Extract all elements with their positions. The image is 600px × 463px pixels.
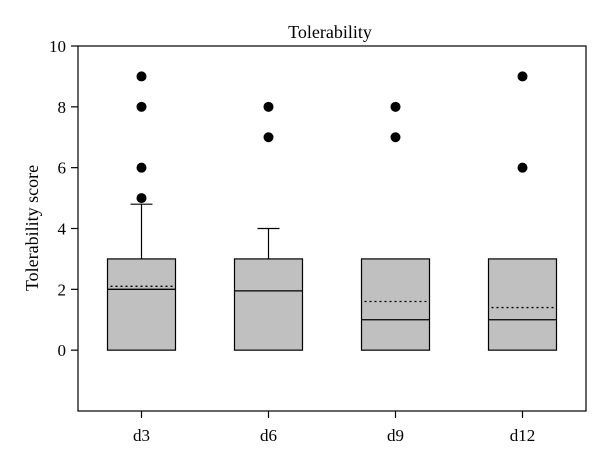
- y-tick-label-10: 10: [49, 37, 66, 56]
- y-tick-label-2: 2: [58, 280, 67, 299]
- y-tick-label-8: 8: [58, 98, 67, 117]
- plot-frame: [77, 45, 587, 412]
- y-axis-label: Tolerability score: [22, 165, 42, 291]
- outlier-point-d3: [136, 193, 147, 204]
- outlier-point-d12: [517, 162, 528, 173]
- x-tick-label-d12: d12: [510, 426, 536, 445]
- outlier-point-d9: [390, 132, 401, 143]
- chart-title: Tolerability: [288, 22, 372, 42]
- x-tick-label-d3: d3: [133, 426, 150, 445]
- outlier-point-d9: [390, 101, 401, 112]
- outlier-point-d6: [263, 132, 274, 143]
- outlier-point-d3: [136, 162, 147, 173]
- box-d12: [487, 258, 558, 351]
- x-tick-label-d6: d6: [260, 426, 277, 445]
- box-d6: [233, 258, 304, 351]
- outlier-point-d3: [136, 71, 147, 82]
- box-d3: [106, 258, 177, 351]
- y-tick-label-4: 4: [58, 220, 67, 239]
- x-tick-label-d9: d9: [387, 426, 404, 445]
- y-tick-label-6: 6: [58, 159, 67, 178]
- y-tick-label-0: 0: [58, 341, 67, 360]
- outlier-point-d6: [263, 101, 274, 112]
- plot-layer: 0 2 4 6 8 10 d3 d6 d9 d12: [49, 37, 558, 445]
- outlier-point-d3: [136, 101, 147, 112]
- outlier-point-d12: [517, 71, 528, 82]
- box-d9: [360, 258, 431, 351]
